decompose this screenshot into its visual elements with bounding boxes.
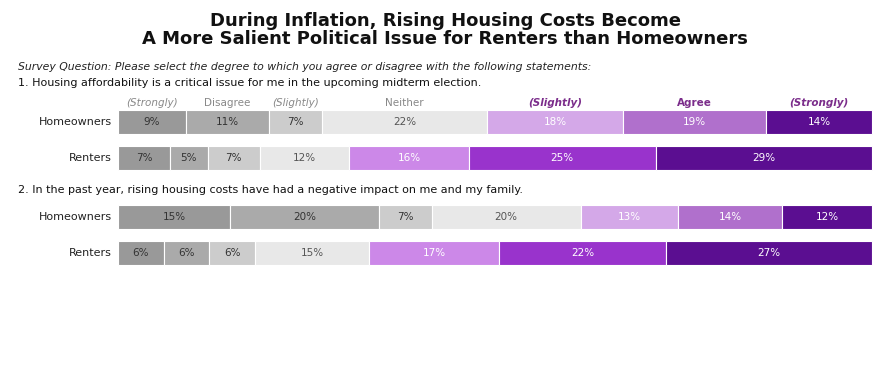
Text: 12%: 12% <box>815 212 838 222</box>
Text: 29%: 29% <box>752 153 775 163</box>
Text: 18%: 18% <box>544 117 567 127</box>
Bar <box>209 241 255 265</box>
Bar <box>581 205 678 229</box>
Bar <box>118 241 164 265</box>
Text: 9%: 9% <box>143 117 160 127</box>
Text: 25%: 25% <box>551 153 574 163</box>
Bar <box>186 110 269 134</box>
Bar <box>207 146 260 170</box>
Text: 14%: 14% <box>718 212 741 222</box>
Bar <box>488 110 623 134</box>
Text: 6%: 6% <box>178 248 195 258</box>
Text: 7%: 7% <box>225 153 242 163</box>
Text: 22%: 22% <box>571 248 595 258</box>
Bar <box>321 110 488 134</box>
Bar <box>432 205 581 229</box>
Text: 17%: 17% <box>423 248 446 258</box>
Text: 20%: 20% <box>293 212 316 222</box>
Text: 13%: 13% <box>618 212 641 222</box>
Bar <box>230 205 379 229</box>
Text: Homeowners: Homeowners <box>39 117 112 127</box>
Text: 14%: 14% <box>807 117 830 127</box>
Text: 15%: 15% <box>163 212 185 222</box>
Bar <box>164 241 209 265</box>
Bar <box>369 241 498 265</box>
Bar <box>350 146 469 170</box>
Bar <box>269 110 321 134</box>
Text: During Inflation, Rising Housing Costs Become: During Inflation, Rising Housing Costs B… <box>209 12 681 30</box>
Bar <box>118 146 170 170</box>
Text: 22%: 22% <box>393 117 417 127</box>
Text: Agree: Agree <box>677 98 712 108</box>
Text: 7%: 7% <box>287 117 303 127</box>
Text: A More Salient Political Issue for Renters than Homeowners: A More Salient Political Issue for Rente… <box>142 30 748 48</box>
Text: 6%: 6% <box>133 248 150 258</box>
Bar <box>656 146 872 170</box>
Bar <box>170 146 207 170</box>
Text: 7%: 7% <box>397 212 414 222</box>
Bar <box>118 205 230 229</box>
Bar <box>766 110 872 134</box>
Text: Renters: Renters <box>69 153 112 163</box>
Text: 15%: 15% <box>301 248 324 258</box>
Text: 12%: 12% <box>293 153 316 163</box>
Text: 16%: 16% <box>398 153 421 163</box>
Text: 19%: 19% <box>684 117 707 127</box>
Bar <box>379 205 432 229</box>
Text: (Strongly): (Strongly) <box>126 98 178 108</box>
Text: Survey Question: Please select the degree to which you agree or disagree with th: Survey Question: Please select the degre… <box>18 62 591 72</box>
Bar <box>667 241 872 265</box>
Bar <box>782 205 872 229</box>
Text: 7%: 7% <box>136 153 152 163</box>
Text: (Strongly): (Strongly) <box>789 98 849 108</box>
Bar <box>498 241 667 265</box>
Bar <box>469 146 656 170</box>
Text: Neither: Neither <box>385 98 424 108</box>
Text: 20%: 20% <box>495 212 518 222</box>
Text: (Slightly): (Slightly) <box>529 98 582 108</box>
Text: 2. In the past year, rising housing costs have had a negative impact on me and m: 2. In the past year, rising housing cost… <box>18 185 523 195</box>
Text: Homeowners: Homeowners <box>39 212 112 222</box>
Text: 5%: 5% <box>181 153 198 163</box>
Text: 1. Housing affordability is a critical issue for me in the upcoming midterm elec: 1. Housing affordability is a critical i… <box>18 78 481 88</box>
Bar <box>118 110 186 134</box>
Text: (Slightly): (Slightly) <box>271 98 319 108</box>
Text: 27%: 27% <box>757 248 781 258</box>
Text: 11%: 11% <box>215 117 239 127</box>
Bar <box>255 241 369 265</box>
Text: Renters: Renters <box>69 248 112 258</box>
Text: Disagree: Disagree <box>204 98 250 108</box>
Bar <box>623 110 766 134</box>
Text: 6%: 6% <box>224 248 240 258</box>
Bar <box>678 205 782 229</box>
Bar <box>260 146 350 170</box>
